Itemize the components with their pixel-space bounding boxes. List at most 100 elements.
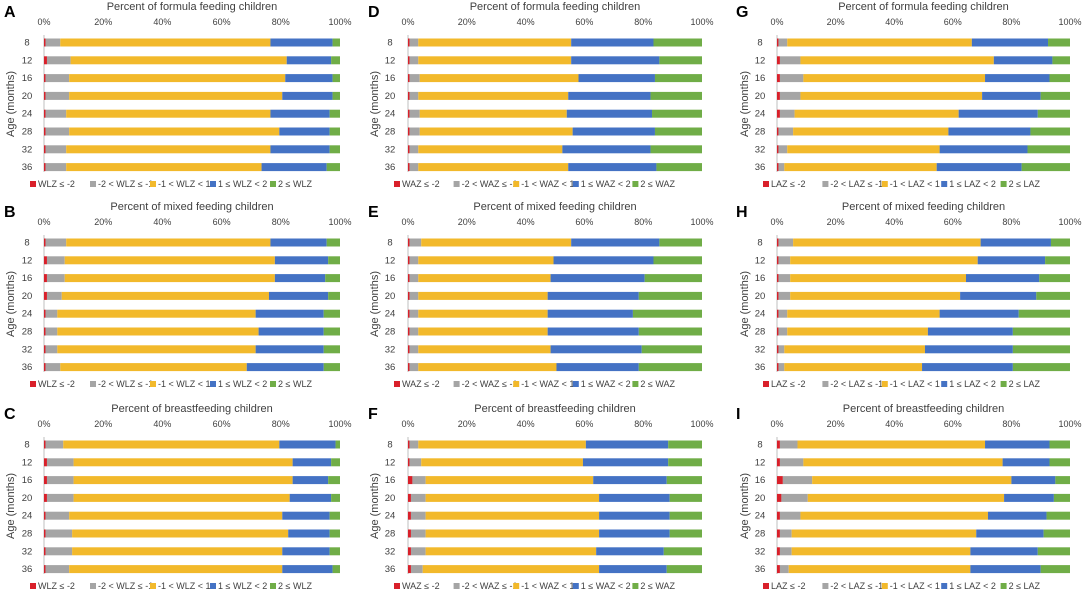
panel-a-bar-segment [44,38,46,47]
panel-c-legend-swatch [210,583,216,589]
panel-f-bar-segment [425,493,600,502]
panel-c-xtick: 40% [153,419,171,429]
panel-a-bar-segment [70,56,287,65]
panel-b-bar-segment [44,363,46,372]
panel-f-category-label: 36 [385,564,396,575]
panel-b-bar-segment [44,274,47,283]
panel-h-bar-segment [784,363,923,372]
panel-c-bar-segment [331,458,340,467]
panel-c-bar-segment [73,493,290,502]
panel-c-legend-swatch [150,583,156,589]
panel-d-bar-segment [654,127,702,136]
panel-i-bar-segment [1055,476,1070,485]
panel-a-category-label: 32 [22,144,33,155]
panel-h-bar-segment [980,238,1051,247]
panel-g-bar-segment [779,74,804,83]
panel-b-legend-swatch [270,381,276,387]
panel-e-bar-segment [409,327,419,336]
panel-d-xtick: 80% [634,17,652,27]
panel-d-legend-swatch [394,181,400,187]
panel-i-legend-label: -1 < LAZ < 1 [890,581,940,591]
panel-i-bar-segment [1049,440,1070,449]
panel-d-bar-segment [408,145,410,154]
panel-c-bar-segment [73,476,293,485]
panel-c-bar-segment [328,476,340,485]
panel-d-xtick: 0% [401,17,414,27]
panel-i-bar-segment [777,565,780,574]
panel-f-bar-segment [410,565,423,574]
panel-c-bar-segment [45,565,70,574]
panel-d-bar-segment [572,127,655,136]
panel-c-title: Percent of breastfeeding children [111,403,272,415]
panel-e-bar-segment [409,238,422,247]
panel-i-bar-segment [777,511,780,520]
panel-g-bar-segment [982,91,1041,100]
panel-f-category-label: 32 [385,546,396,557]
panel-f-bar-segment [412,476,426,485]
panel-d-bar-segment [419,74,579,83]
panel-c-bar-segment [282,511,330,520]
panel-b-bar-segment [66,238,271,247]
panel-h-bar-segment [777,345,779,354]
panel-e-bar-segment [421,238,572,247]
panel-h-legend-swatch [763,381,769,387]
panel-f-category-label: 16 [385,475,396,486]
panel-a-legend-label: -1 < WLZ < 1 [158,179,211,189]
panel-g-ylabel: Age (months) [739,71,751,137]
panel-b-category-label: 32 [22,344,33,355]
panel-b-bar-segment [45,327,58,336]
panel-f-bar-segment [408,529,411,538]
panel-c-bar-segment [44,547,46,556]
panel-d-xtick: 40% [517,17,535,27]
panel-c-bar-segment [45,529,73,538]
panel-h-bar-segment [778,238,794,247]
panel-d-bar-segment [562,145,651,154]
panel-h-bar-segment [778,291,791,300]
panel-a-xtick: 60% [213,17,231,27]
panel-c-bar-segment [331,493,340,502]
panel-f-xtick: 20% [458,419,476,429]
panel-a-bar-segment [66,109,271,118]
panel-h-bar-segment [924,345,1013,354]
panel-c-bar-segment [45,511,70,520]
panel-i-bar-segment [777,458,780,467]
panel-g-bar-segment [948,127,1031,136]
panel-i-bar-segment [807,493,1005,502]
panel-h-bar-segment [1045,256,1070,265]
panel-e-bar-segment [408,256,410,265]
panel-g-letter: G [736,4,748,21]
panel-a-bar-segment [44,163,46,172]
panel-e-title: Percent of mixed feeding children [473,201,636,213]
panel-e-xtick: 100% [690,217,713,227]
panel-e-xtick: 40% [517,217,535,227]
panel-h-title: Percent of mixed feeding children [842,201,1005,213]
panel-e-category-label: 16 [385,273,396,284]
panel-g-bar-segment [779,56,801,65]
panel-a-bar-segment [60,38,271,47]
panel-g-xtick: 40% [885,17,903,27]
panel-h-bar-segment [778,345,785,354]
panel-d-ylabel: Age (months) [369,71,381,137]
panel-g-title: Percent of formula feeding children [838,1,1009,13]
panel-a-bar-segment [45,127,70,136]
panel-f-bar-segment [596,547,664,556]
panel-f-xtick: 60% [575,419,593,429]
panel-a-title: Percent of formula feeding children [107,1,278,13]
panel-f-bar-segment [666,476,702,485]
panel-a-bar-segment [45,74,70,83]
panel-b-legend-swatch [150,381,156,387]
panel-i-bar-segment [985,440,1050,449]
panel-d-bar-segment [654,74,702,83]
panel-i-bar-segment [1046,511,1070,520]
panel-d-xtick: 20% [458,17,476,27]
panel-i-bar-segment [797,440,986,449]
panel-c-bar-segment [329,511,340,520]
panel-i-xtick: 20% [827,419,845,429]
panel-e-bar-segment [644,274,702,283]
panel-f-bar-segment [668,458,702,467]
panel-d-xtick: 60% [575,17,593,27]
panel-g-category-label: 8 [757,38,762,49]
panel-g-bar-segment [779,91,801,100]
panel-d-legend-label: 2 ≤ WAZ [640,179,675,189]
panel-f-xtick: 0% [401,419,414,429]
